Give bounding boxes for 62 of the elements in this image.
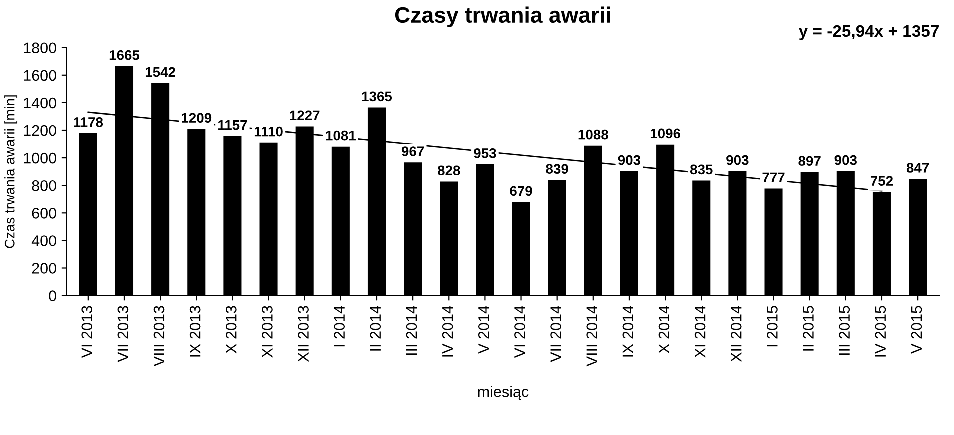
y-tick-label: 1400: [24, 98, 56, 109]
data-label: 967: [402, 146, 424, 156]
data-label: 1209: [182, 113, 212, 124]
data-label: 1110: [254, 126, 283, 137]
data-label: 752: [870, 176, 894, 186]
x-tick-label: VI 2013: [82, 306, 93, 358]
x-tick-label: VI 2014: [514, 306, 526, 358]
data-label: 777: [762, 172, 785, 182]
data-label: 1665: [110, 50, 140, 60]
x-axis-title: miesiąc: [478, 386, 529, 400]
x-tick-label: I 2015: [767, 306, 778, 347]
data-label: 953: [474, 148, 496, 158]
data-label: 897: [798, 156, 821, 166]
y-tick-label: 400: [32, 236, 56, 246]
x-tick-label: IX 2014: [622, 306, 634, 357]
x-tick-label: I 2014: [334, 306, 346, 347]
data-label: 903: [834, 155, 857, 166]
data-label: 679: [510, 186, 532, 196]
x-tick-label: IX 2013: [190, 306, 201, 357]
data-label: 1081: [326, 130, 356, 141]
y-tick-label: 1000: [24, 152, 56, 164]
data-label: 839: [546, 164, 568, 174]
x-tick-label: III 2014: [406, 306, 418, 356]
data-label: 1365: [362, 92, 392, 102]
y-tick-label: 0: [49, 290, 56, 302]
y-tick-label: 800: [32, 180, 56, 192]
x-tick-label: X 2013: [226, 306, 237, 354]
x-tick-label: VII 2013: [118, 306, 129, 362]
x-tick-label: XII 2014: [730, 306, 742, 362]
y-tick-label: 600: [32, 208, 56, 219]
x-tick-label: III 2015: [839, 306, 850, 356]
data-label: 828: [438, 166, 460, 176]
data-label: 1178: [74, 118, 104, 128]
y-axis-title: Czas trwania awarii [min]: [4, 96, 18, 248]
y-tick-label: 1600: [24, 70, 56, 82]
data-label: 903: [726, 155, 749, 166]
x-tick-label: XI 2014: [694, 306, 706, 358]
data-label: 1096: [650, 128, 680, 139]
data-label: 847: [906, 163, 930, 173]
data-label: 1088: [578, 130, 608, 140]
data-label: 1157: [218, 120, 248, 130]
x-tick-label: V 2014: [478, 306, 490, 354]
data-label: 903: [618, 155, 641, 166]
data-label: 1227: [290, 110, 320, 120]
x-tick-label: VII 2014: [550, 306, 562, 362]
chart-title: Czasy trwania awarii: [395, 6, 610, 28]
x-tick-label: XI 2013: [262, 306, 273, 358]
text: y = -25,94x + 1357: [798, 25, 939, 40]
y-tick-label: 1800: [24, 42, 56, 54]
y-tick-label: 200: [32, 263, 56, 274]
x-tick-label: XII 2013: [298, 306, 309, 362]
x-tick-label: X 2014: [658, 306, 670, 354]
x-tick-label: II 2015: [803, 306, 814, 351]
data-label: 835: [690, 164, 713, 175]
x-tick-label: II 2014: [370, 306, 382, 351]
y-tick-label: 1200: [24, 125, 56, 136]
x-tick-label: IV 2015: [875, 306, 886, 357]
x-tick-label: IV 2014: [442, 306, 454, 357]
x-tick-label: VIII 2014: [586, 306, 598, 367]
x-tick-label: VIII 2013: [154, 306, 165, 367]
data-label: 1542: [146, 67, 176, 78]
x-tick-label: V 2015: [911, 306, 922, 354]
